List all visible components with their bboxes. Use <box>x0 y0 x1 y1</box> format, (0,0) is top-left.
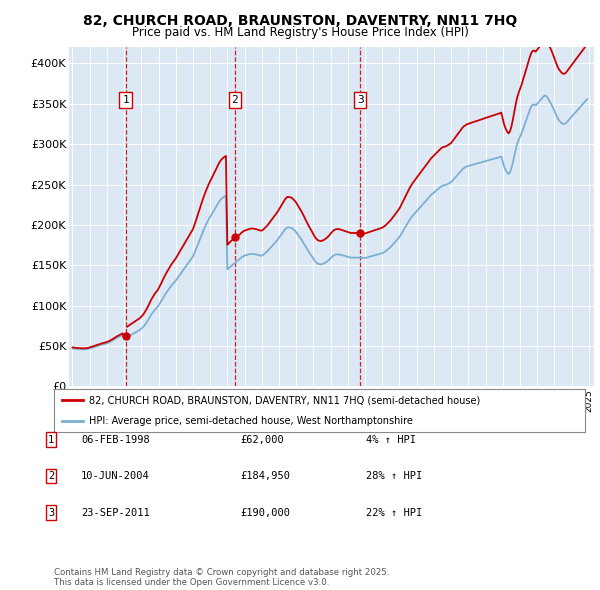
Text: Contains HM Land Registry data © Crown copyright and database right 2025.
This d: Contains HM Land Registry data © Crown c… <box>54 568 389 587</box>
Text: 82, CHURCH ROAD, BRAUNSTON, DAVENTRY, NN11 7HQ (semi-detached house): 82, CHURCH ROAD, BRAUNSTON, DAVENTRY, NN… <box>89 395 480 405</box>
Text: 10-JUN-2004: 10-JUN-2004 <box>81 471 150 481</box>
Text: HPI: Average price, semi-detached house, West Northamptonshire: HPI: Average price, semi-detached house,… <box>89 417 412 426</box>
Text: £184,950: £184,950 <box>240 471 290 481</box>
Text: 2: 2 <box>48 471 54 481</box>
Text: £62,000: £62,000 <box>240 435 284 444</box>
Text: £190,000: £190,000 <box>240 508 290 517</box>
Text: 1: 1 <box>48 435 54 444</box>
Text: Price paid vs. HM Land Registry's House Price Index (HPI): Price paid vs. HM Land Registry's House … <box>131 26 469 39</box>
Text: 06-FEB-1998: 06-FEB-1998 <box>81 435 150 444</box>
Text: 1: 1 <box>122 95 129 105</box>
Text: 4% ↑ HPI: 4% ↑ HPI <box>366 435 416 444</box>
Text: 22% ↑ HPI: 22% ↑ HPI <box>366 508 422 517</box>
Text: 28% ↑ HPI: 28% ↑ HPI <box>366 471 422 481</box>
Text: 3: 3 <box>357 95 364 105</box>
Text: 23-SEP-2011: 23-SEP-2011 <box>81 508 150 517</box>
Text: 82, CHURCH ROAD, BRAUNSTON, DAVENTRY, NN11 7HQ: 82, CHURCH ROAD, BRAUNSTON, DAVENTRY, NN… <box>83 14 517 28</box>
Text: 2: 2 <box>232 95 238 105</box>
Text: 3: 3 <box>48 508 54 517</box>
